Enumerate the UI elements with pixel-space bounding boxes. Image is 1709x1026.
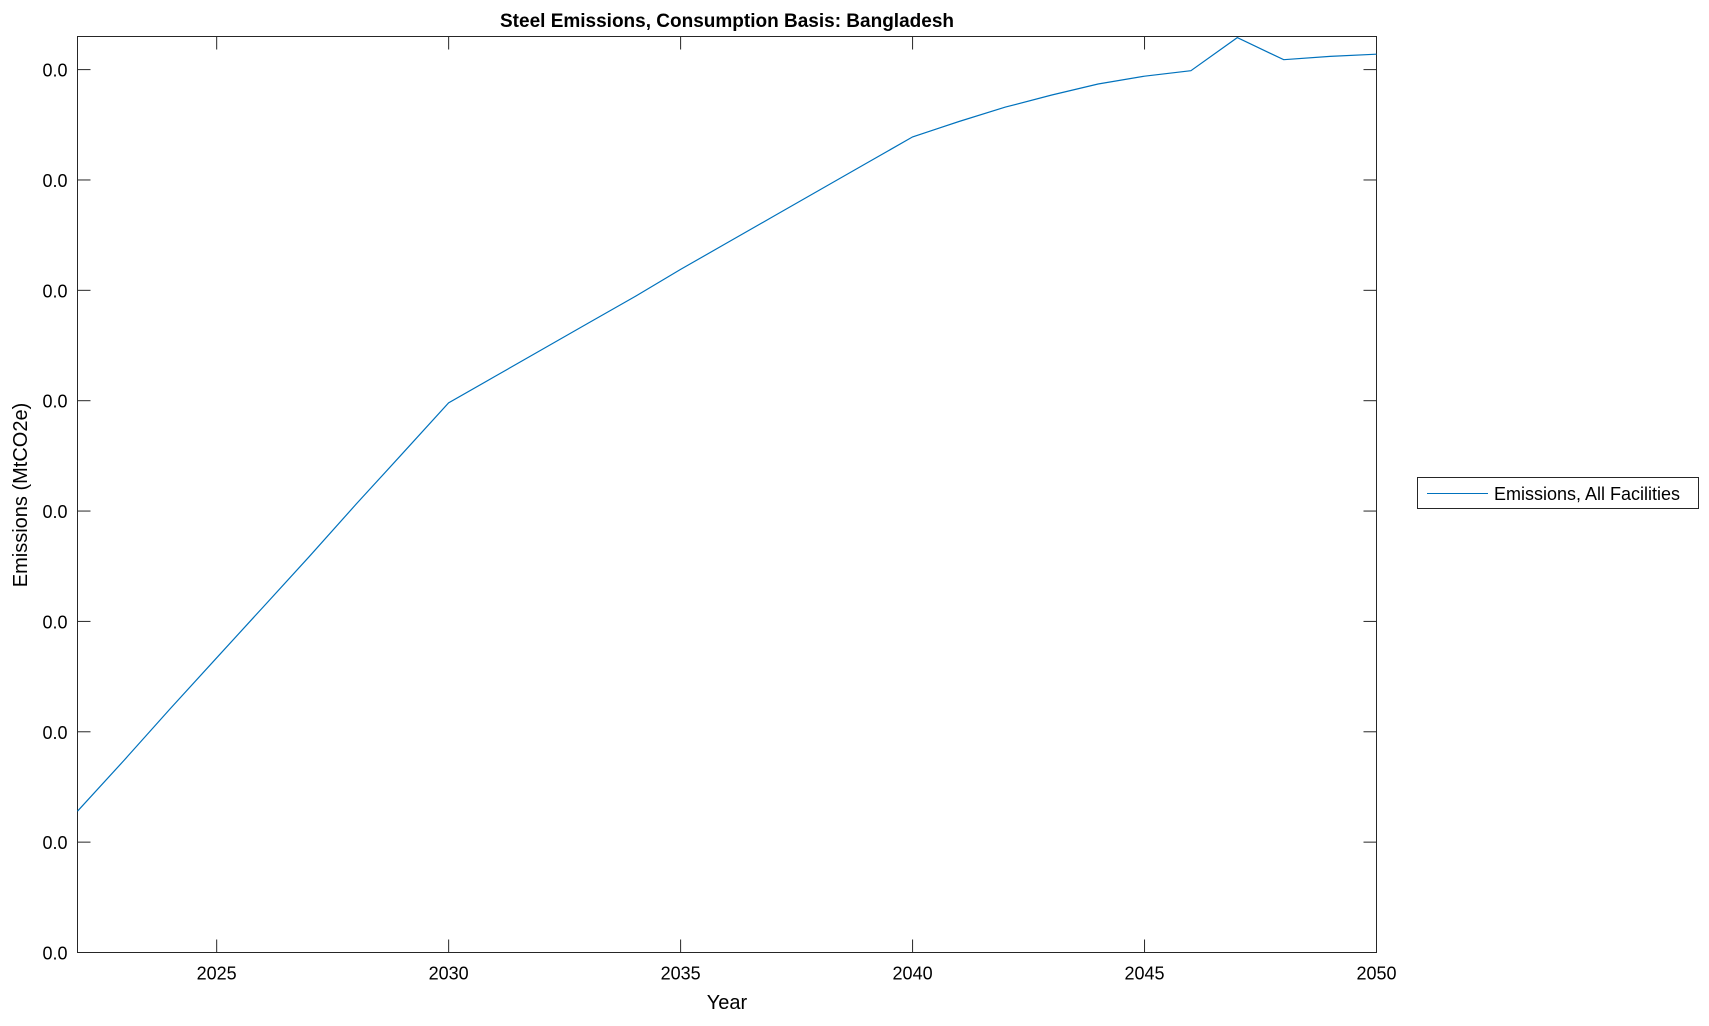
x-tick-label: 2045: [1125, 964, 1165, 984]
chart-title: Steel Emissions, Consumption Basis: Bang…: [500, 11, 954, 32]
y-axis-label: Emissions (MtCO2e): [10, 403, 32, 587]
y-tick-label: 0.0: [42, 281, 67, 301]
x-tick-label: 2025: [197, 964, 237, 984]
legend-label: Emissions, All Facilities: [1494, 484, 1680, 504]
y-tick-label: 0.0: [42, 833, 67, 853]
x-tick-label: 2030: [429, 964, 469, 984]
x-axis-label: Year: [707, 992, 748, 1014]
y-tick-label: 0.0: [42, 61, 67, 81]
y-tick-label: 0.0: [42, 392, 67, 412]
x-tick-label: 2050: [1356, 964, 1396, 984]
y-tick-label: 0.0: [42, 502, 67, 522]
y-tick-label: 0.0: [42, 171, 67, 191]
y-axis: 0.0 0.0 0.0 0.0 0.0 0.0 0.0 0.0 0.0: [42, 61, 1377, 964]
y-tick-label: 0.0: [42, 612, 67, 632]
x-tick-label: 2035: [661, 964, 701, 984]
series-group: [77, 36, 1377, 812]
series-line: [77, 36, 1377, 812]
y-tick-label: 0.0: [42, 723, 67, 743]
x-tick-label: 2040: [893, 964, 933, 984]
x-axis: 2025 2030 2035 2040 2045 2050: [197, 36, 1397, 984]
plot-area: [77, 36, 1377, 953]
legend[interactable]: Emissions, All Facilities: [1417, 477, 1699, 509]
y-tick-label: 0.0: [42, 944, 67, 964]
